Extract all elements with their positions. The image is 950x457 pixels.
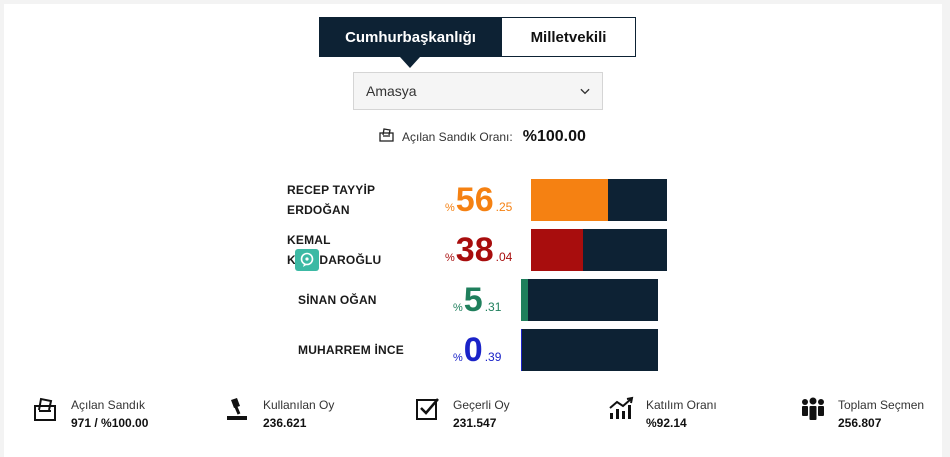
stat-value: 971 / %100.00: [71, 416, 149, 430]
candidate-name: SİNAN OĞAN: [298, 290, 377, 310]
stat-turnout: Katılım Oranı %92.14: [608, 396, 717, 432]
percent-decimal: .39: [484, 350, 502, 364]
percent-sign: %: [453, 302, 463, 314]
chart-growth-icon: [608, 396, 634, 422]
percent-sign: %: [445, 202, 455, 214]
stat-label: Katılım Oranı: [646, 398, 717, 412]
stat-label: Açılan Sandık: [71, 398, 146, 412]
candidate-percentage: % 5 .31: [453, 283, 501, 317]
candidate-name: RECEP TAYYİP ERDOĞAN: [287, 180, 375, 220]
vote-share-fill: [531, 229, 583, 271]
candidate-percentage: % 0 .39: [453, 333, 501, 367]
ballot-box-icon: [33, 396, 57, 422]
tab-parliament[interactable]: Milletvekili: [502, 17, 636, 57]
opened-ratio-value: %100.00: [522, 128, 586, 145]
candidate-name-line1: SİNAN OĞAN: [298, 293, 377, 307]
stat-value: 236.621: [263, 416, 307, 430]
stat-value: 256.807: [838, 416, 882, 430]
stat-label: Geçerli Oy: [453, 398, 510, 412]
stat-opened-boxes: Açılan Sandık 971 / %100.00: [33, 396, 148, 432]
vote-share-fill: [531, 179, 608, 221]
percent-integer: 0: [463, 331, 483, 369]
percent-sign: %: [445, 252, 455, 264]
opened-ratio-label: Açılan Sandık Oranı:: [402, 130, 513, 144]
percent-integer: 38: [455, 231, 494, 269]
percent-integer: 56: [455, 181, 494, 219]
chevron-down-icon: [580, 86, 590, 96]
candidate-name-line1: KEMAL: [287, 233, 331, 247]
chat-bubble-icon[interactable]: [295, 249, 319, 271]
percent-sign: %: [453, 352, 463, 364]
ballot-box-icon: [379, 127, 394, 147]
candidate-name: MUHARREM İNCE: [298, 340, 404, 360]
opened-ballot-ratio: Açılan Sandık Oranı: %100.00: [379, 127, 586, 147]
vote-share-bar: [521, 279, 658, 321]
vote-share-bar: [521, 329, 658, 371]
province-select[interactable]: Amasya: [353, 72, 603, 110]
checkbox-icon: [415, 396, 439, 422]
candidate-percentage: % 38 .04: [445, 233, 512, 267]
stat-total-voters: Toplam Seçmen 256.807: [800, 396, 924, 432]
candidate-name-line1: MUHARREM İNCE: [298, 343, 404, 357]
vote-cast-icon: [225, 396, 249, 422]
election-type-tabs: Cumhurbaşkanlığı Milletvekili: [319, 17, 636, 68]
percent-integer: 5: [463, 281, 483, 319]
tab-presidency[interactable]: Cumhurbaşkanlığı: [319, 17, 502, 68]
candidate-percentage: % 56 .25: [445, 183, 512, 217]
stat-valid-votes: Geçerli Oy 231.547: [415, 396, 510, 432]
candidate-name-line1: RECEP TAYYİP: [287, 183, 376, 197]
vote-share-bar: [531, 229, 667, 271]
vote-share-fill: [521, 279, 528, 321]
people-icon: [800, 396, 824, 422]
stat-value: 231.547: [453, 416, 497, 430]
stat-label: Toplam Seçmen: [838, 398, 925, 412]
stat-value: %92.14: [646, 416, 687, 430]
candidate-name-line2: ERDOĞAN: [287, 203, 350, 217]
province-select-value: Amasya: [366, 83, 417, 99]
vote-share-fill: [521, 329, 522, 371]
percent-decimal: .31: [484, 300, 502, 314]
stat-label: Kullanılan Oy: [263, 398, 335, 412]
percent-decimal: .04: [495, 250, 513, 264]
vote-share-bar: [531, 179, 667, 221]
stat-votes-cast: Kullanılan Oy 236.621: [225, 396, 334, 432]
percent-decimal: .25: [495, 200, 513, 214]
